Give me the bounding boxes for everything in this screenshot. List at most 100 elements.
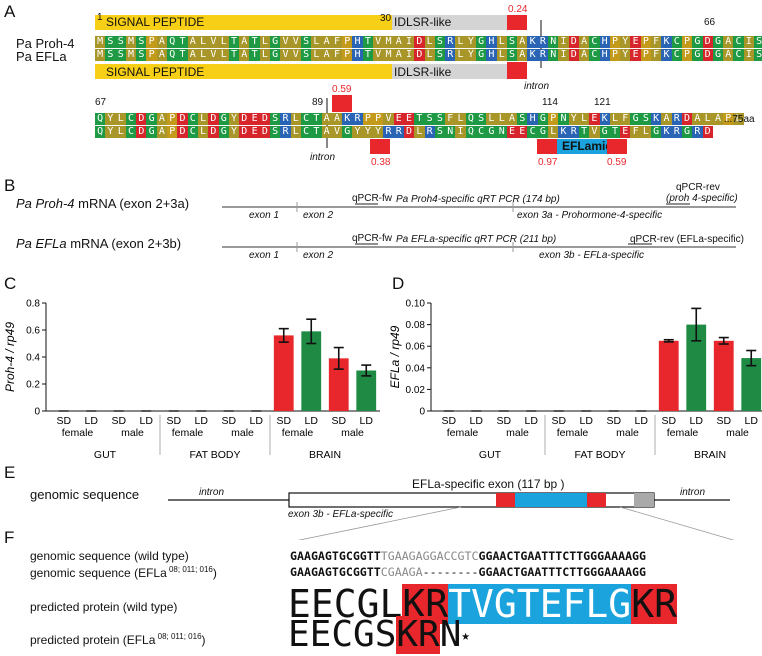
residue: C [589,36,600,48]
idlsr-label-top: IDLSR-like [394,15,452,29]
bar [713,340,734,411]
residue: S [270,113,281,125]
efla-title-italic: Pa EFLa [16,236,67,251]
bar [301,331,322,411]
y-tick-label: 0.8 [26,299,40,310]
residue: A [321,36,332,48]
group-label: BRAIN [694,449,726,461]
residue: L [115,113,126,125]
bar [328,358,349,411]
residue: G [712,36,724,48]
residue: V [280,36,291,48]
residue: T [362,36,374,48]
protein-mt-prefix: EECGS [288,614,397,655]
residue: G [475,36,487,48]
residue: D [136,113,147,125]
residue: M [383,49,394,61]
residue: L [218,36,229,48]
residue: S [270,126,281,138]
x-tick-label: LD [690,415,704,427]
residue: G [146,113,157,125]
exon3a-label: exon 3a - Prohormone-4-specific [517,210,663,221]
x-sub-label: male [231,427,254,439]
residue: D [259,126,271,138]
residue: K [342,113,353,125]
residue: L [496,49,507,61]
residue: L [197,36,209,48]
y-tick-label: 0.06 [406,342,426,353]
residue: D [702,49,713,61]
residue: Y [352,126,363,138]
x-tick-label: LD [360,415,374,427]
sequence-tail: ...75aa [724,114,755,125]
residue: L [197,49,209,61]
residue: E [393,113,404,125]
residue: P [342,36,353,48]
residue: K [527,49,538,61]
residue: L [311,36,322,48]
residue: C [589,49,600,61]
residue: L [702,113,713,125]
residue: S [300,49,312,61]
residue: A [393,36,404,48]
x-tick-label: LD [305,415,319,427]
residue: L [311,49,322,61]
residue: D [681,113,693,125]
residue: P [167,113,178,125]
x-tick-label: SD [221,415,236,427]
residue: F [630,126,641,138]
residue: M [383,36,394,48]
row4-post: ) [201,633,206,647]
residue: P [548,113,559,125]
wt-seq-part2: GGAACTGAATTTCTTGGGAAAAGG [478,549,647,563]
residue: C [300,126,312,138]
residue: I [558,49,569,61]
protein-wt-kr2: KR [631,582,677,626]
kr-box-right [607,139,627,154]
residue: S [300,36,312,48]
residue: K [661,126,672,138]
residue: V [280,49,291,61]
residue: G [146,126,157,138]
chart-d: EFLa / rp4900.020.040.060.080.10SDfemale… [388,299,762,461]
pcr-efla-label: Pa EFLa-specific qRT PCR (211 bp) [396,234,557,245]
residue: N [496,126,507,138]
x-sub-label: female [282,427,314,439]
residue: Q [465,126,476,138]
residue: H [486,49,497,61]
residue: P [362,113,374,125]
value-059a: 0.59 [332,84,352,95]
mt-seq-part1: GAAGAGTGCGGTT [290,565,381,579]
cleavage-box-059a [332,95,352,112]
residue: L [548,126,559,138]
residue: S [517,113,528,125]
residue: S [424,113,435,125]
residue: T [228,36,240,48]
residue: C [187,126,198,138]
residue: G [537,126,549,138]
residue: L [290,113,301,125]
residue: A [239,36,250,48]
residue: A [692,113,703,125]
residue: Y [620,49,631,61]
proh4-title-text: mRNA (exon 2+3a) [74,196,190,211]
panel-b-diagram [222,202,736,252]
residue: S [754,36,762,48]
residue: V [589,126,600,138]
x-sub-label: male [506,427,529,439]
wt-seq-grey: TGAAGAGGACCGTC [380,549,479,563]
y-tick-label: 0.08 [406,320,426,331]
num-66: 66 [704,17,716,28]
row-protein-mutant: predicted protein (EFLa 08; 011; 016) [30,632,206,647]
residue: T [578,126,590,138]
residue: V [373,36,384,48]
residue: E [249,126,260,138]
x-tick-label: LD [140,415,154,427]
signal-peptide-label-top: SIGNAL PEPTIDE [106,15,205,29]
x-tick-label: LD [250,415,264,427]
residue: M [95,49,106,61]
residue: R [445,36,456,48]
panel-f-label: F [4,528,15,547]
exon-kr-right [587,493,606,507]
